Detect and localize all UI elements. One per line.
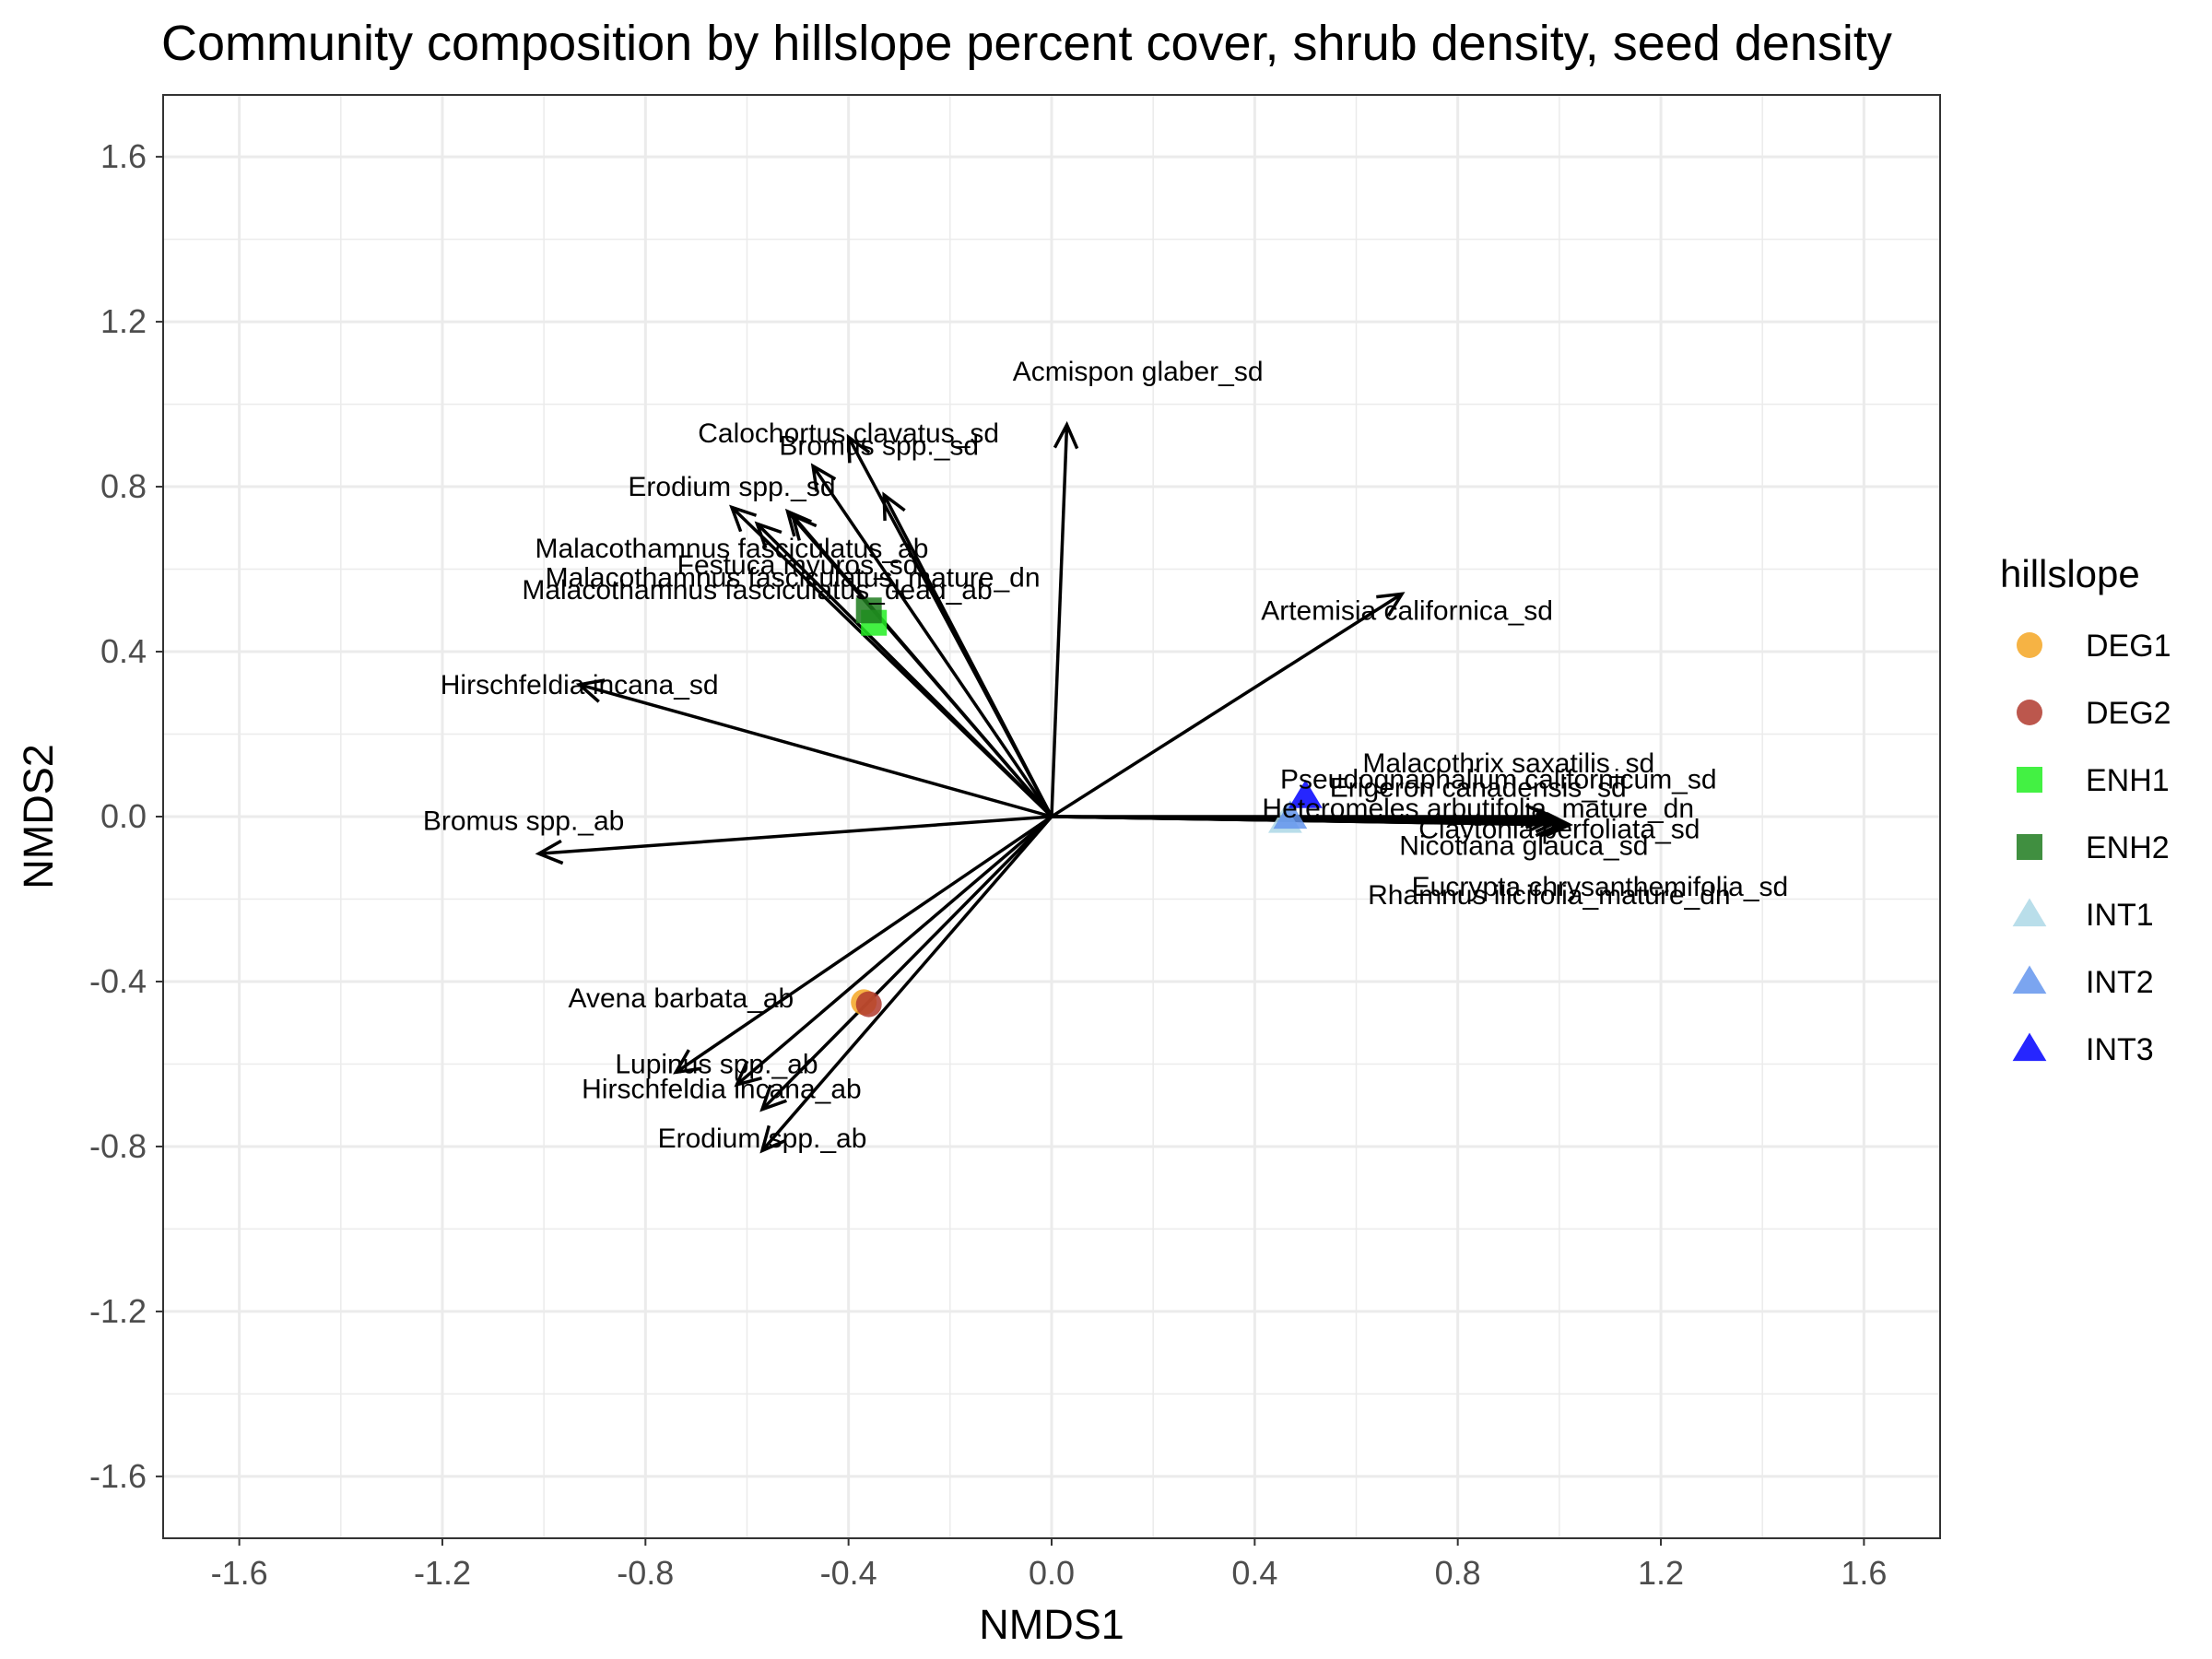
vector-label: Hirschfeldia incana_sd bbox=[441, 670, 719, 700]
vector-arrow bbox=[882, 491, 1053, 818]
vector-label: Malacothrix saxatilis_sd bbox=[1362, 748, 1654, 779]
y-tick-label: 0.4 bbox=[100, 632, 147, 670]
vector-label: Nicotiana glauca_sd bbox=[1399, 830, 1648, 861]
legend-key bbox=[2012, 965, 2047, 994]
vector-label: Erigeron canadensis_sd bbox=[1330, 773, 1627, 804]
vector-label: Bromus spp._ab bbox=[423, 806, 624, 836]
vector-label: Artemisia californica_sd bbox=[1261, 595, 1553, 626]
legend-label: ENH1 bbox=[2086, 763, 2170, 798]
y-tick-label: -0.8 bbox=[89, 1127, 147, 1165]
x-tick-label: 1.2 bbox=[1638, 1554, 1684, 1592]
x-tick-label: -1.2 bbox=[414, 1554, 471, 1592]
vector-label: Acmispon glaber_sd bbox=[1013, 357, 1264, 387]
data-point bbox=[855, 991, 882, 1018]
legend-label: INT2 bbox=[2086, 965, 2154, 1000]
data-point bbox=[1273, 800, 1308, 830]
vector-label: Hirschfeldia incana_ab bbox=[582, 1074, 862, 1104]
y-tick-label: 0.8 bbox=[100, 467, 147, 505]
legend-title: hillslope bbox=[2000, 552, 2140, 595]
x-tick-label: 1.6 bbox=[1841, 1554, 1887, 1592]
vector-label: Malacothamnus fasciculatus_mature_dn bbox=[546, 562, 1041, 593]
vector-label: Eucrypta chrysanthemifolia_sd bbox=[1412, 872, 1789, 902]
vector-label: Claytonia perfoliata_sd bbox=[1418, 814, 1700, 844]
legend-label: INT3 bbox=[2086, 1032, 2154, 1067]
y-tick-label: 1.6 bbox=[100, 137, 147, 175]
legend: hillslope DEG1 DEG2 ENH1 ENH2 INT1 INT2 INT3 bbox=[2000, 552, 2171, 1067]
vector-label: Festuca myuros_sd bbox=[677, 550, 919, 581]
vector-labels: Acmispon glaber_sd Calochortus clavatus_s… bbox=[423, 357, 1788, 1154]
legend-item: INT1 bbox=[2012, 898, 2154, 933]
vector-label: Pseudognaphalium californicum_sd bbox=[1280, 765, 1717, 795]
vector-arrow bbox=[734, 815, 1053, 1088]
data-points bbox=[851, 597, 1323, 1018]
x-tick-label: -0.4 bbox=[820, 1554, 877, 1592]
vector-label: Avena barbata_ab bbox=[569, 983, 794, 1014]
legend-key bbox=[2012, 898, 2047, 927]
legend-key bbox=[2012, 1032, 2047, 1062]
legend-label: DEG1 bbox=[2086, 629, 2171, 664]
x-tick-label: -1.6 bbox=[211, 1554, 268, 1592]
data-point bbox=[1288, 780, 1323, 808]
y-tick-label: -0.4 bbox=[89, 962, 147, 1000]
legend-item: DEG1 bbox=[2017, 629, 2171, 664]
y-tick-label: 0.0 bbox=[100, 797, 147, 835]
legend-item: ENH2 bbox=[2017, 830, 2170, 865]
vector-arrow bbox=[790, 512, 1053, 818]
legend-key bbox=[2017, 767, 2042, 793]
vector-label: Calochortus clavatus_sd bbox=[698, 418, 999, 449]
vector-arrow bbox=[810, 463, 1053, 818]
y-axis-ticks: 1.6 1.2 0.8 0.4 0.0 -0.4 -0.8 -1.2 -1.6 bbox=[89, 137, 163, 1495]
chart-title: Community composition by hillslope perce… bbox=[161, 16, 1892, 71]
vector-label: Rhamnus ilicifolia_mature_dn bbox=[1368, 880, 1731, 911]
x-tick-label: 0.4 bbox=[1231, 1554, 1277, 1592]
legend-label: DEG2 bbox=[2086, 696, 2171, 731]
vector-arrow bbox=[673, 815, 1053, 1075]
legend-item: INT3 bbox=[2012, 1032, 2154, 1067]
legend-item: ENH1 bbox=[2017, 763, 2170, 798]
vector-arrows bbox=[535, 420, 1573, 1154]
y-tick-label: -1.2 bbox=[89, 1292, 147, 1330]
vector-arrow bbox=[1050, 420, 1079, 818]
y-tick-label: 1.2 bbox=[100, 302, 147, 340]
legend-key bbox=[2017, 632, 2042, 658]
x-tick-label: -0.8 bbox=[617, 1554, 674, 1592]
x-tick-label: 0.8 bbox=[1435, 1554, 1481, 1592]
data-point bbox=[855, 597, 882, 624]
x-tick-label: 0.0 bbox=[1029, 1554, 1075, 1592]
legend-item: INT2 bbox=[2012, 965, 2154, 1000]
vector-label: Erodium spp._sd bbox=[628, 472, 835, 502]
x-axis-ticks: -1.6 -1.2 -0.8 -0.4 0.0 0.4 0.8 1.2 1.6 bbox=[211, 1538, 1887, 1592]
vector-arrow bbox=[759, 815, 1053, 1154]
legend-key bbox=[2017, 834, 2042, 860]
legend-label: ENH2 bbox=[2086, 830, 2170, 865]
x-axis-title: NMDS1 bbox=[979, 1601, 1124, 1648]
grid-lines bbox=[163, 95, 1940, 1538]
vector-label: Malacothamnus fasciculatus_ab bbox=[535, 534, 929, 564]
vector-arrow bbox=[1051, 592, 1406, 818]
legend-key bbox=[2017, 700, 2042, 725]
vector-label: Malacothamnus fasciculatus_dead_ab bbox=[522, 575, 992, 606]
vector-label: Bromus spp._sd bbox=[779, 430, 979, 461]
legend-item: DEG2 bbox=[2017, 696, 2171, 731]
vector-arrow bbox=[1051, 811, 1569, 838]
vector-arrow bbox=[759, 815, 1053, 1112]
vector-label: Erodium spp._ab bbox=[658, 1124, 867, 1154]
y-tick-label: -1.6 bbox=[89, 1457, 147, 1495]
vector-label: Heteromeles arbutifolia_mature_dn bbox=[1262, 794, 1694, 824]
vector-arrow bbox=[575, 678, 1053, 818]
vector-arrow bbox=[535, 815, 1053, 865]
vector-arrow bbox=[754, 521, 1053, 818]
y-axis-title: NMDS2 bbox=[15, 744, 62, 889]
legend-label: INT1 bbox=[2086, 898, 2154, 933]
vector-label: Lupinus spp._ab bbox=[615, 1049, 818, 1079]
